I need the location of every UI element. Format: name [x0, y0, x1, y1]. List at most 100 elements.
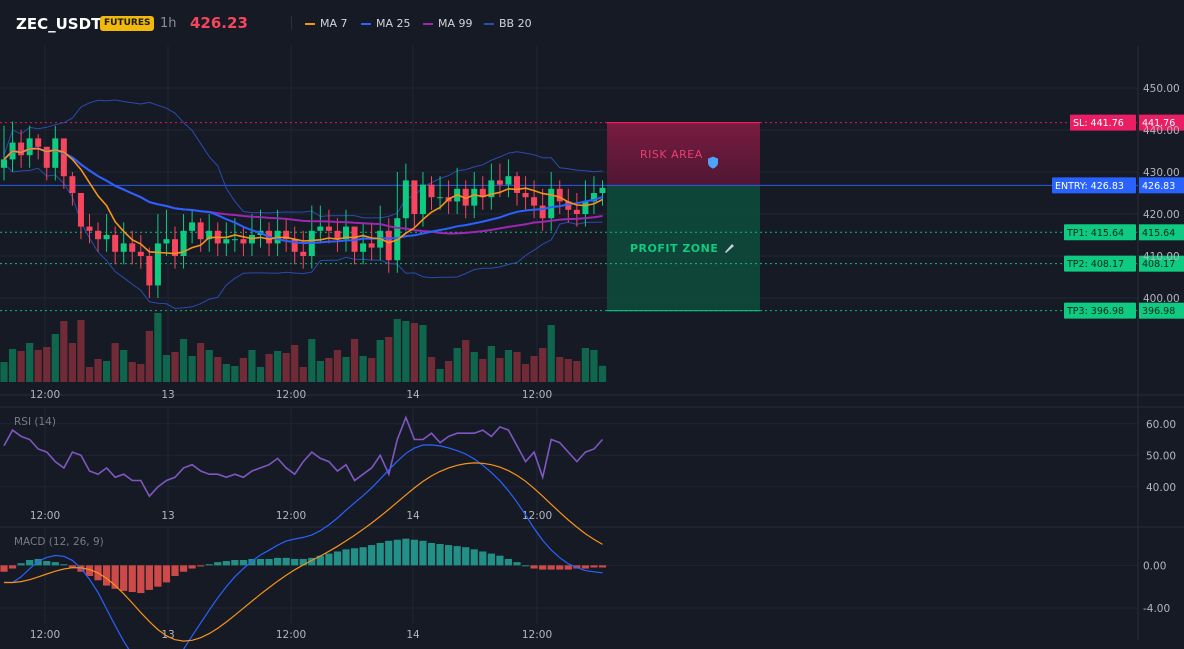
macd-histogram-bar — [0, 565, 8, 572]
candle-body — [86, 226, 93, 231]
macd-histogram-bar — [564, 565, 572, 570]
volume-bar — [43, 347, 51, 382]
legend-ma25[interactable]: MA 25 — [361, 17, 411, 30]
candle-body — [360, 243, 367, 252]
macd-histogram-bar — [197, 565, 205, 567]
macd-histogram-bar — [51, 562, 59, 566]
volume-bar — [291, 345, 299, 382]
macd-histogram-bar — [171, 565, 179, 576]
volume-bar — [402, 321, 410, 382]
macd-histogram-bar — [34, 558, 42, 566]
candle-body — [514, 176, 520, 193]
level-tag-text: TP2: 408.17 — [1066, 259, 1124, 270]
volume-bar — [162, 355, 171, 382]
price-axis-label: 440.00 — [1143, 125, 1180, 137]
level-tag-tp2 — [1064, 255, 1136, 272]
macd-histogram-bar — [385, 540, 393, 566]
legend-label: MA 7 — [320, 17, 348, 30]
volume-bar — [17, 351, 25, 382]
macd-line — [4, 444, 603, 649]
legend-label: BB 20 — [499, 17, 532, 30]
volume-bar — [60, 321, 68, 382]
volume-bar — [590, 350, 598, 382]
macd-histogram-bar — [154, 565, 162, 587]
volume-bar — [34, 350, 42, 382]
axis-price-tag-tp2 — [1139, 255, 1184, 272]
candle-body — [488, 180, 495, 198]
volume-bar — [128, 362, 136, 382]
macd-histogram-bar — [556, 565, 564, 570]
price-axis-label: 400.00 — [1143, 293, 1180, 305]
candle-body — [189, 222, 196, 231]
macd-histogram-bar — [581, 565, 589, 569]
macd-histogram-bar — [427, 542, 436, 566]
shield-icon — [708, 156, 718, 169]
macd-histogram-bar — [436, 544, 444, 566]
candle-body — [223, 239, 230, 244]
macd-histogram-bar — [316, 555, 324, 566]
macd-title: MACD (12, 26, 9) — [14, 536, 104, 548]
rsi-axis-label: 40.00 — [1146, 482, 1176, 494]
bollinger-lower-line — [3, 163, 603, 310]
volume-bar — [299, 367, 307, 382]
candle-body — [531, 197, 538, 206]
symbol-name[interactable]: ZEC_USDT — [16, 15, 102, 33]
profit-zone-label: PROFIT ZONE — [630, 242, 718, 255]
level-tag-text: TP3: 396.98 — [1066, 306, 1124, 317]
volume-bar — [479, 359, 487, 382]
time-axis-label: 12:00 — [522, 510, 552, 522]
axis-price-tag-sl — [1139, 114, 1184, 131]
legend-bb20[interactable]: BB 20 — [484, 17, 532, 30]
macd-histogram-bar — [368, 545, 376, 566]
candle-body — [231, 239, 238, 241]
candle-body — [60, 138, 67, 177]
volume-bar — [77, 320, 85, 382]
candle-body — [419, 184, 426, 214]
futures-badge: FUTURES — [100, 16, 155, 31]
candle-body — [428, 184, 435, 198]
macd-histogram-bar — [205, 564, 213, 566]
macd-histogram-bar — [496, 555, 504, 566]
volume-bar — [205, 350, 213, 382]
candle-body — [69, 176, 76, 193]
candle-body — [283, 230, 290, 240]
level-tag-sl — [1070, 114, 1136, 131]
level-tag-text: ENTRY: 426.83 — [1055, 181, 1124, 192]
axis-price-tag-tp1 — [1139, 224, 1184, 241]
macd-histogram-bar — [137, 565, 145, 594]
macd-histogram-bar — [265, 558, 273, 566]
rsi-axis-label: 60.00 — [1146, 419, 1176, 431]
volume-bar — [274, 351, 282, 382]
candle-body — [43, 146, 50, 168]
candle-body — [462, 188, 469, 206]
volume-bar — [214, 357, 222, 382]
legend-ma99[interactable]: MA 99 — [423, 17, 473, 30]
last-price: 426.23 — [190, 14, 248, 32]
macd-histogram-bar — [111, 565, 119, 589]
macd-histogram-bar — [342, 549, 350, 566]
volume-bar — [85, 367, 94, 382]
candle-body — [112, 235, 119, 252]
macd-histogram-bar — [470, 549, 478, 566]
level-tag-tp3 — [1064, 302, 1136, 319]
time-axis-label: 12:00 — [30, 510, 60, 522]
volume-bar — [145, 331, 153, 382]
axis-price-tag-entry — [1139, 177, 1184, 194]
candle-body — [1, 159, 7, 168]
rsi-title: RSI (14) — [14, 416, 56, 428]
macd-histogram-bar — [325, 553, 333, 566]
ma7-line — [3, 147, 603, 255]
candle-body — [240, 239, 247, 244]
macd-histogram-bar — [521, 565, 530, 567]
time-axis-label: 12:00 — [276, 510, 306, 522]
macd-histogram-bar — [239, 560, 247, 566]
timeframe-label[interactable]: 1h — [160, 16, 177, 31]
rocket-icon — [725, 243, 734, 253]
legend-ma7[interactable]: MA 7 — [305, 17, 348, 30]
volume-bar — [350, 339, 359, 382]
candle-body — [154, 243, 161, 286]
level-tag-entry — [1052, 177, 1136, 194]
candle-body — [599, 187, 606, 193]
volume-bar — [504, 350, 513, 382]
